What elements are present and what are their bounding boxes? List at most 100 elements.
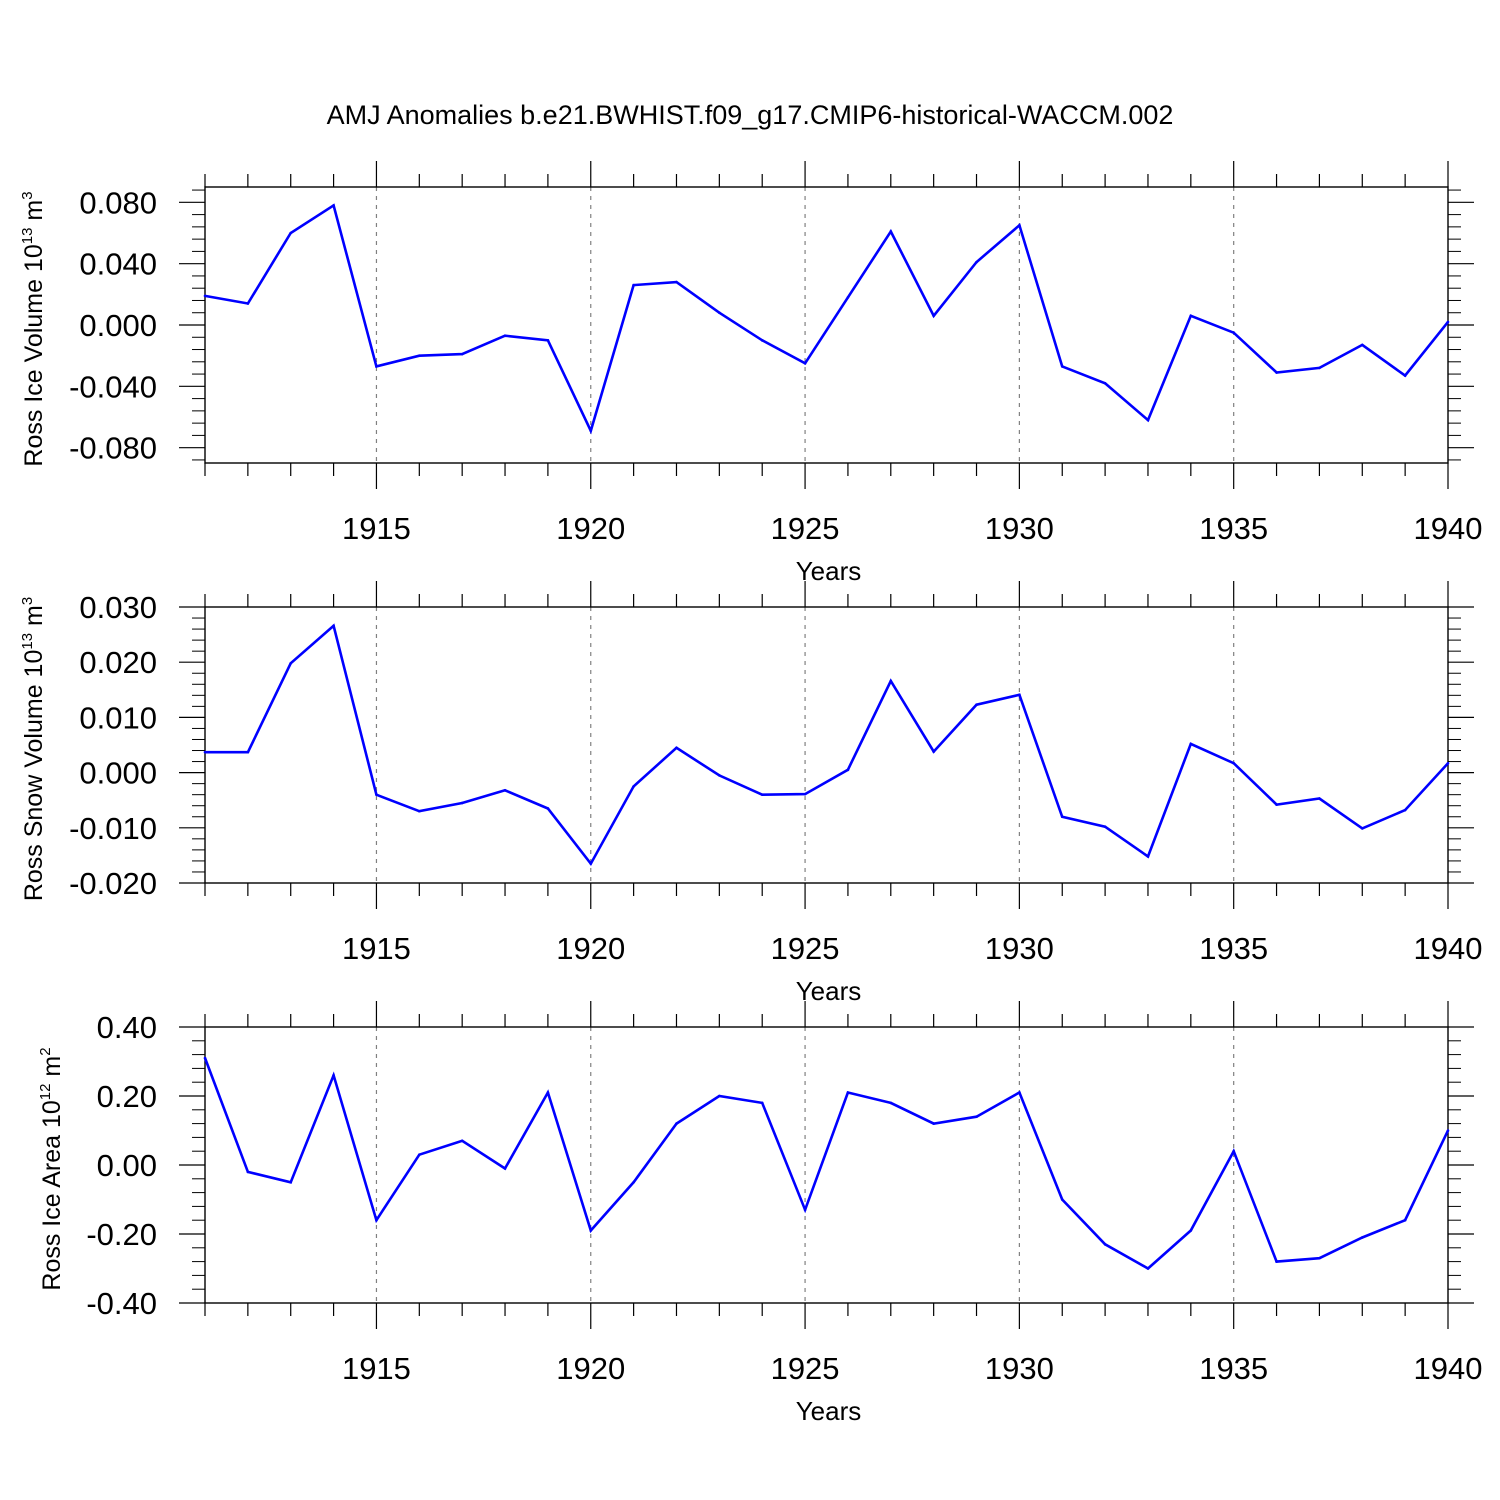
data-point-1935 — [1232, 761, 1235, 765]
y-tick-label-0.40: 0.40 — [97, 1010, 157, 1045]
x-tick-label-1925: 1925 — [771, 1351, 840, 1386]
data-point-1912 — [246, 1170, 250, 1174]
data-point-1930 — [1018, 693, 1021, 697]
data-point-1934 — [1189, 742, 1193, 746]
panel-3: 1915 1920 1925 1930 1935 1940 Years 0.40 0.20 0.0… — [37, 1001, 1482, 1426]
x-tick-label-1920: 1920 — [556, 1351, 625, 1386]
x-tick-label-1940: 1940 — [1414, 931, 1483, 966]
data-point-1937 — [1318, 366, 1321, 370]
data-point-1939 — [1403, 1218, 1407, 1222]
data-point-1917 — [460, 352, 464, 356]
data-point-1918 — [503, 334, 507, 338]
data-line — [204, 203, 1450, 435]
data-point-1920 — [589, 429, 593, 433]
data-point-1940 — [1446, 761, 1450, 765]
data-point-1929 — [975, 703, 978, 707]
x-axis-title: Years — [796, 976, 862, 1006]
y-tick-label-0.20: 0.20 — [97, 1079, 157, 1114]
data-point-1927 — [889, 230, 893, 233]
x-axis-title: Years — [796, 556, 862, 586]
data-point-1928 — [932, 1122, 935, 1125]
data-point-1920 — [589, 1229, 593, 1232]
data-point-1915 — [375, 1218, 378, 1222]
data-point-1925 — [803, 792, 807, 796]
y-tick-label--0.20: -0.20 — [86, 1217, 157, 1252]
data-point-1924 — [760, 1101, 764, 1105]
data-point-1938 — [1360, 1236, 1364, 1239]
data-point-1918 — [503, 1167, 507, 1170]
data-point-1916 — [418, 1153, 421, 1156]
panel-2: 1915 1920 1925 1930 1935 1940 Years 0.030 0.020 0… — [19, 581, 1482, 1006]
data-point-1931 — [1060, 815, 1064, 819]
x-tick-label-1930: 1930 — [985, 931, 1054, 966]
x-tick-label-1935: 1935 — [1199, 931, 1268, 966]
data-point-1913 — [289, 231, 293, 235]
data-point-1925 — [803, 1208, 807, 1212]
panels: 1915 1920 1925 1930 1935 1940 Years 0.080 0.040 0… — [19, 161, 1482, 1426]
y-axis-title: Ross Ice Volume 1013 m3 — [19, 191, 48, 466]
data-point-1934 — [1189, 1229, 1193, 1232]
data-point-1916 — [418, 354, 421, 357]
x-axis-title: Years — [796, 1396, 862, 1426]
data-point-1923 — [718, 774, 721, 777]
x-tick-label-1940: 1940 — [1414, 1351, 1483, 1386]
data-point-1933 — [1146, 855, 1150, 858]
data-point-1919 — [546, 807, 550, 810]
y-tick-label-0.040: 0.040 — [79, 247, 157, 282]
data-point-1917 — [460, 801, 464, 805]
y-tick-label-0.020: 0.020 — [79, 645, 157, 680]
data-point-1922 — [675, 746, 678, 750]
data-point-1933 — [1146, 418, 1150, 422]
data-point-1911 — [203, 750, 207, 754]
data-point-1912 — [246, 750, 250, 754]
data-point-1913 — [289, 662, 293, 665]
data-point-1930 — [1018, 1091, 1021, 1094]
data-point-1937 — [1318, 1256, 1321, 1260]
x-tick-label-1920: 1920 — [556, 511, 625, 546]
data-point-1926 — [846, 768, 850, 772]
data-point-1913 — [289, 1180, 293, 1184]
data-point-1921 — [632, 1180, 635, 1184]
x-tick-label-1915: 1915 — [342, 931, 411, 966]
data-point-1932 — [1103, 381, 1107, 385]
data-point-1919 — [546, 339, 550, 342]
data-point-1925 — [803, 362, 807, 365]
y-tick-label-0.030: 0.030 — [79, 590, 157, 625]
data-point-1915 — [375, 793, 378, 796]
data-point-1911 — [203, 294, 207, 298]
data-point-1929 — [975, 1115, 978, 1118]
data-line — [203, 1057, 1450, 1271]
data-point-1922 — [675, 280, 678, 284]
y-axis-title: Ross Snow Volume 1013 m3 — [19, 597, 48, 901]
data-point-1936 — [1275, 803, 1278, 806]
data-point-1928 — [932, 750, 935, 753]
y-tick-label-0.010: 0.010 — [79, 700, 157, 735]
x-tick-label-1930: 1930 — [985, 1351, 1054, 1386]
data-point-1927 — [889, 1101, 893, 1105]
data-point-1914 — [332, 204, 335, 207]
data-point-1915 — [375, 365, 378, 368]
data-point-1935 — [1232, 331, 1235, 334]
data-point-1921 — [632, 283, 635, 287]
x-tick-label-1940: 1940 — [1414, 511, 1483, 546]
data-point-1920 — [589, 862, 593, 865]
data-point-1935 — [1232, 1149, 1235, 1153]
data-point-1914 — [332, 624, 335, 628]
data-point-1923 — [718, 311, 721, 315]
x-tick-label-1925: 1925 — [771, 511, 840, 546]
data-point-1914 — [332, 1074, 335, 1077]
plot-frame — [204, 606, 1449, 884]
y-tick-label-0.080: 0.080 — [79, 185, 157, 220]
data-point-1926 — [846, 1091, 850, 1094]
x-tick-label-1915: 1915 — [342, 1351, 411, 1386]
data-point-1939 — [1403, 808, 1407, 812]
y-tick-label--0.010: -0.010 — [69, 811, 157, 846]
data-point-1921 — [632, 785, 635, 788]
data-point-1938 — [1360, 343, 1364, 347]
data-point-1917 — [460, 1139, 464, 1143]
data-point-1936 — [1275, 371, 1278, 374]
data-point-1924 — [760, 793, 764, 796]
data-point-1912 — [246, 302, 250, 305]
